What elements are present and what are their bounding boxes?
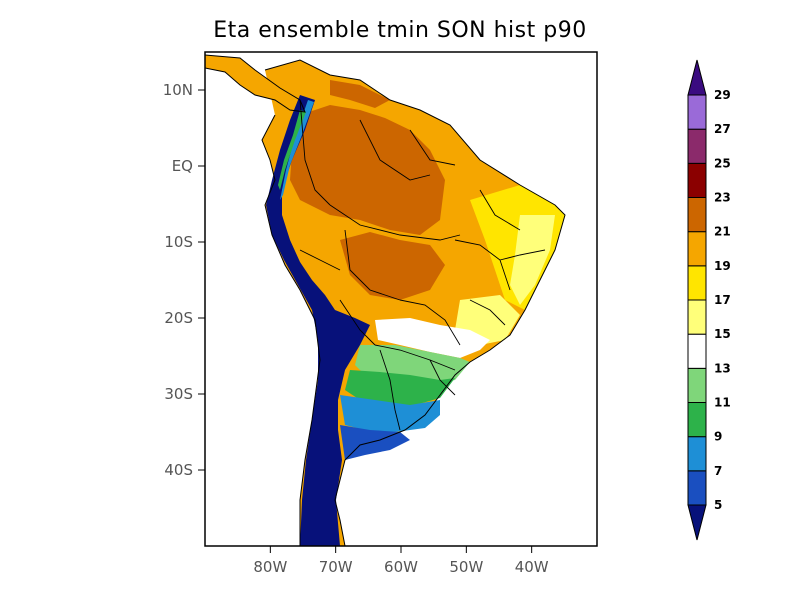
region-15-17-east — [510, 215, 555, 305]
colorbar-level-label: 7 — [714, 464, 722, 478]
colorbar-level-label: 17 — [714, 293, 731, 307]
colorbar-level-label: 29 — [714, 88, 731, 102]
colorbar-level-label: 27 — [714, 122, 731, 136]
region-9-11 — [345, 370, 455, 405]
colorbar-bin-19_21 — [687, 231, 707, 267]
region-13-15 — [375, 318, 490, 358]
andes-below-5 — [266, 95, 370, 546]
x-tick-label: 60W — [384, 558, 418, 576]
colorbar-level-label: 13 — [714, 361, 731, 375]
colorbar: 5 7 9 11 13 15 17 19 21 23 25 27 29 — [687, 59, 731, 541]
coastline-west — [261, 114, 321, 546]
colorbar-bin-below-5 — [687, 504, 707, 541]
colorbar-bin-11_13 — [687, 367, 707, 404]
y-tick-label: 20S — [164, 309, 193, 327]
andes-green — [278, 110, 306, 190]
region-21-23-north — [290, 105, 445, 235]
y-tick-label: 10N — [163, 81, 193, 99]
colorbar-level-label: 15 — [714, 327, 731, 341]
colorbar-bin-13_15 — [687, 333, 707, 369]
region-21-23-coast — [330, 80, 390, 108]
colorbar-bin-5_7 — [687, 470, 707, 506]
region-21-23-south — [340, 232, 445, 300]
map-content — [205, 54, 566, 546]
x-tick-label: 50W — [449, 558, 483, 576]
map-title: Eta ensemble tmin SON hist p90 — [0, 18, 800, 43]
colorbar-level-label: 21 — [714, 225, 731, 239]
x-tick-label: 70W — [319, 558, 353, 576]
y-tick-label: 30S — [164, 385, 193, 403]
y-tick-label: 40S — [164, 461, 193, 479]
colorbar-level-label: 19 — [714, 259, 731, 273]
colorbar-level-label: 9 — [714, 430, 722, 444]
central-america — [205, 55, 305, 112]
map-title-text: Eta ensemble tmin SON hist p90 — [213, 18, 587, 43]
colorbar-bin-23_25 — [687, 162, 707, 198]
colorbar-bin-7_9 — [687, 436, 707, 472]
colorbar-level-label: 23 — [714, 191, 731, 205]
y-tick-label: EQ — [172, 157, 193, 175]
andes-highlight — [280, 100, 314, 200]
country-borders — [299, 99, 546, 431]
colorbar-level-label: 25 — [714, 156, 731, 170]
coastline — [264, 59, 566, 546]
colorbar-bin-25_27 — [687, 128, 707, 164]
colorbar-bin-9_11 — [687, 402, 707, 438]
colorbar-level-label: 11 — [714, 396, 731, 410]
colorbar-level-label: 5 — [714, 498, 722, 512]
colorbar-bin-27_29 — [687, 94, 707, 130]
x-tick-label: 40W — [515, 558, 549, 576]
colorbar-bin-15_17 — [687, 299, 707, 335]
y-tick-label: 10S — [164, 233, 193, 251]
coastline-central-america — [205, 54, 306, 113]
x-axis: 80W 70W 60W 50W 40W — [253, 546, 549, 576]
colorbar-bin-above-29 — [687, 59, 707, 96]
colorbar-bin-17_19 — [687, 265, 707, 301]
y-axis: 10N EQ 10S 20S 30S 40S — [163, 81, 205, 479]
x-tick-label: 80W — [253, 558, 287, 576]
colorbar-bin-21_23 — [687, 197, 707, 233]
region-5-7 — [340, 425, 410, 460]
